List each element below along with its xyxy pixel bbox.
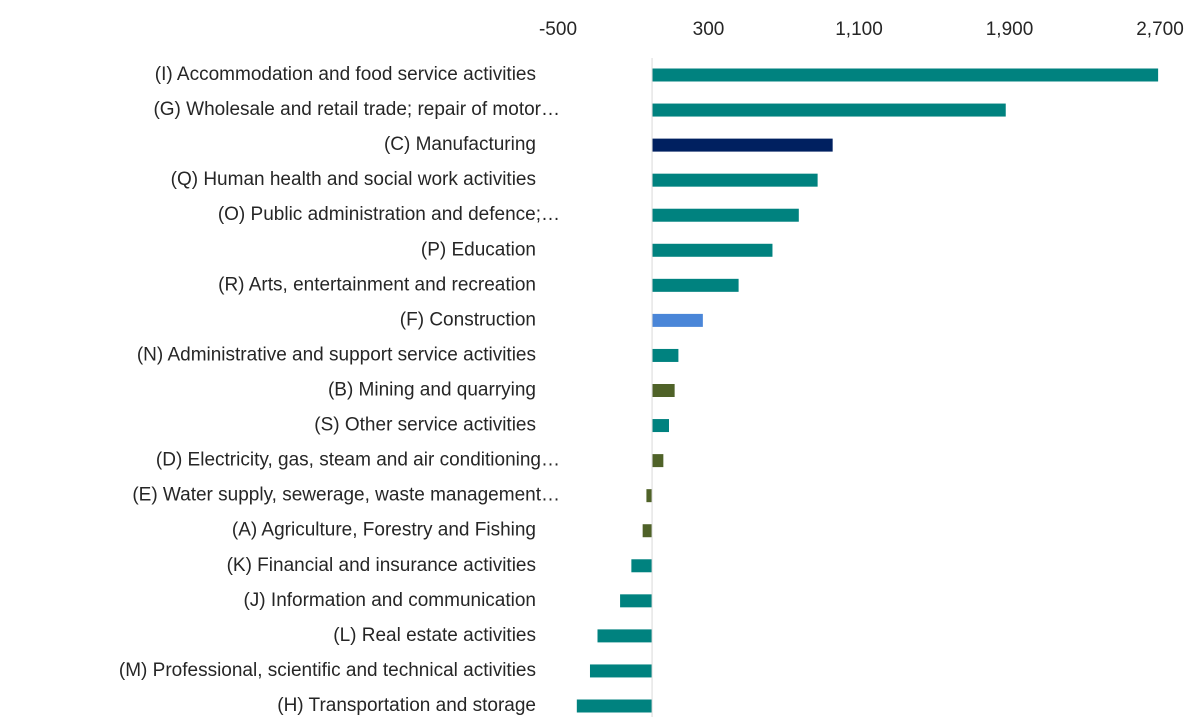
y-tick-label: (F) Construction	[400, 309, 536, 330]
bar	[652, 173, 818, 187]
y-tick-label: (D) Electricity, gas, steam and air cond…	[156, 450, 560, 471]
bar	[576, 699, 653, 713]
x-tick-label: -500	[539, 19, 577, 40]
bar	[652, 243, 773, 257]
bar	[652, 419, 669, 433]
bar	[597, 629, 653, 643]
y-tick-label: (S) Other service activities	[314, 415, 536, 436]
x-tick-label: 2,700	[1136, 19, 1184, 40]
y-tick-label: (R) Arts, entertainment and recreation	[218, 274, 536, 295]
y-tick-label: (H) Transportation and storage	[277, 695, 536, 716]
y-tick-label: (C) Manufacturing	[384, 134, 536, 155]
bar	[631, 559, 653, 573]
y-tick-label: (K) Financial and insurance activities	[227, 555, 536, 576]
bar	[642, 524, 653, 538]
bar	[589, 664, 653, 678]
y-tick-label: (P) Education	[421, 239, 536, 260]
bar	[652, 348, 679, 362]
y-tick-label: (Q) Human health and social work activit…	[171, 169, 536, 190]
y-tick-label: (A) Agriculture, Forestry and Fishing	[232, 520, 536, 541]
y-tick-label: (M) Professional, scientific and technic…	[119, 660, 536, 681]
y-tick-label: (O) Public administration and defence;…	[218, 204, 560, 225]
bar	[646, 489, 653, 503]
x-tick-label: 1,100	[835, 19, 883, 40]
bar	[652, 68, 1159, 82]
y-tick-label: (G) Wholesale and retail trade; repair o…	[153, 99, 560, 120]
y-tick-label: (J) Information and communication	[243, 590, 536, 611]
bar	[652, 103, 1006, 117]
bar	[620, 594, 653, 608]
bar	[652, 454, 664, 468]
x-tick-label: 300	[693, 19, 725, 40]
bar	[652, 278, 739, 292]
bar	[652, 138, 833, 152]
bar	[652, 208, 799, 222]
y-tick-label: (B) Mining and quarrying	[328, 380, 536, 401]
y-tick-label: (L) Real estate activities	[333, 625, 536, 646]
bar	[652, 313, 703, 327]
y-tick-label: (E) Water supply, sewerage, waste manage…	[132, 485, 560, 506]
y-tick-label: (I) Accommodation and food service activ…	[155, 64, 536, 85]
y-tick-label: (N) Administrative and support service a…	[137, 344, 536, 365]
bar	[652, 384, 675, 397]
x-tick-label: 1,900	[986, 19, 1034, 40]
